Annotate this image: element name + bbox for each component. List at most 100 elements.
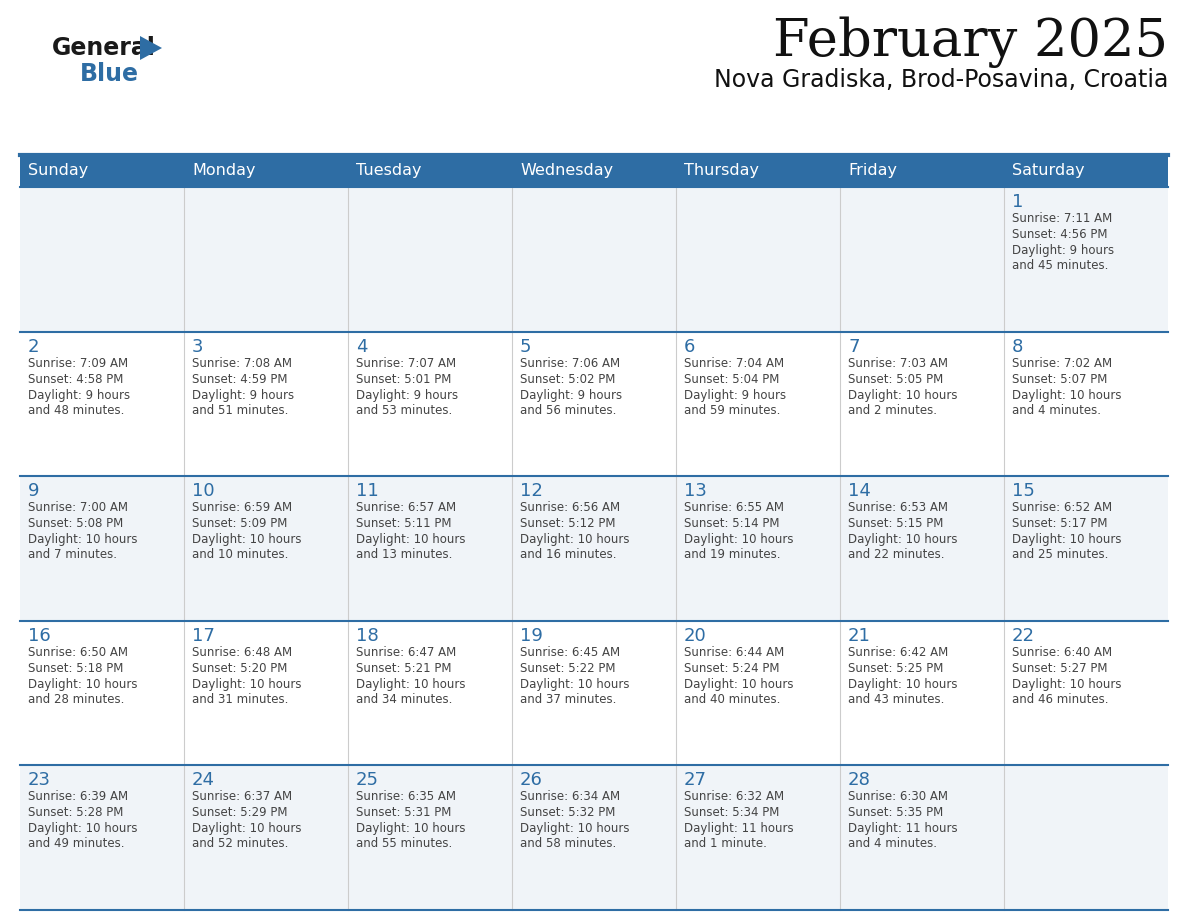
Bar <box>20 331 1168 476</box>
Bar <box>20 621 1168 766</box>
Text: Daylight: 10 hours
and 25 minutes.: Daylight: 10 hours and 25 minutes. <box>1012 533 1121 561</box>
Text: Sunset: 5:05 PM: Sunset: 5:05 PM <box>848 373 943 386</box>
Text: 14: 14 <box>848 482 871 500</box>
Text: Sunrise: 7:11 AM: Sunrise: 7:11 AM <box>1012 212 1112 225</box>
Text: Sunrise: 6:57 AM: Sunrise: 6:57 AM <box>356 501 456 514</box>
Text: Daylight: 10 hours
and 2 minutes.: Daylight: 10 hours and 2 minutes. <box>848 388 958 417</box>
Text: Sunset: 5:09 PM: Sunset: 5:09 PM <box>192 517 287 531</box>
Text: Sunrise: 7:04 AM: Sunrise: 7:04 AM <box>684 356 784 370</box>
Text: Sunset: 5:20 PM: Sunset: 5:20 PM <box>192 662 287 675</box>
Text: Tuesday: Tuesday <box>356 163 422 178</box>
Text: Daylight: 11 hours
and 4 minutes.: Daylight: 11 hours and 4 minutes. <box>848 823 958 850</box>
Text: Sunrise: 6:55 AM: Sunrise: 6:55 AM <box>684 501 784 514</box>
Text: Daylight: 10 hours
and 40 minutes.: Daylight: 10 hours and 40 minutes. <box>684 677 794 706</box>
Text: Daylight: 11 hours
and 1 minute.: Daylight: 11 hours and 1 minute. <box>684 823 794 850</box>
Text: Sunset: 4:59 PM: Sunset: 4:59 PM <box>192 373 287 386</box>
Text: General: General <box>52 36 156 60</box>
Text: Daylight: 10 hours
and 37 minutes.: Daylight: 10 hours and 37 minutes. <box>520 677 630 706</box>
Bar <box>20 187 1168 331</box>
Text: Sunset: 5:28 PM: Sunset: 5:28 PM <box>29 806 124 820</box>
Text: 7: 7 <box>848 338 859 355</box>
Text: Sunset: 5:12 PM: Sunset: 5:12 PM <box>520 517 615 531</box>
Bar <box>20 476 1168 621</box>
Text: Sunset: 5:21 PM: Sunset: 5:21 PM <box>356 662 451 675</box>
Text: Sunrise: 6:52 AM: Sunrise: 6:52 AM <box>1012 501 1112 514</box>
Text: 1: 1 <box>1012 193 1023 211</box>
Text: Daylight: 10 hours
and 28 minutes.: Daylight: 10 hours and 28 minutes. <box>29 677 138 706</box>
Text: Sunset: 5:18 PM: Sunset: 5:18 PM <box>29 662 124 675</box>
Text: Daylight: 10 hours
and 31 minutes.: Daylight: 10 hours and 31 minutes. <box>192 677 302 706</box>
Text: Sunset: 5:29 PM: Sunset: 5:29 PM <box>192 806 287 820</box>
Text: Thursday: Thursday <box>684 163 759 178</box>
Text: Sunrise: 6:34 AM: Sunrise: 6:34 AM <box>520 790 620 803</box>
Text: Daylight: 10 hours
and 16 minutes.: Daylight: 10 hours and 16 minutes. <box>520 533 630 561</box>
Text: Daylight: 10 hours
and 4 minutes.: Daylight: 10 hours and 4 minutes. <box>1012 388 1121 417</box>
Text: 8: 8 <box>1012 338 1023 355</box>
Text: Sunrise: 6:45 AM: Sunrise: 6:45 AM <box>520 645 620 659</box>
Text: Sunrise: 6:47 AM: Sunrise: 6:47 AM <box>356 645 456 659</box>
Text: Sunset: 5:14 PM: Sunset: 5:14 PM <box>684 517 779 531</box>
Text: Wednesday: Wednesday <box>520 163 613 178</box>
Text: 2: 2 <box>29 338 39 355</box>
Text: Sunrise: 7:06 AM: Sunrise: 7:06 AM <box>520 356 620 370</box>
Text: Sunset: 5:08 PM: Sunset: 5:08 PM <box>29 517 124 531</box>
Text: Daylight: 9 hours
and 56 minutes.: Daylight: 9 hours and 56 minutes. <box>520 388 623 417</box>
Text: Daylight: 9 hours
and 45 minutes.: Daylight: 9 hours and 45 minutes. <box>1012 244 1114 272</box>
Text: 21: 21 <box>848 627 871 644</box>
Text: Sunset: 5:17 PM: Sunset: 5:17 PM <box>1012 517 1107 531</box>
Polygon shape <box>140 36 162 60</box>
Text: Sunset: 5:34 PM: Sunset: 5:34 PM <box>684 806 779 820</box>
Text: 5: 5 <box>520 338 531 355</box>
Text: Sunrise: 6:59 AM: Sunrise: 6:59 AM <box>192 501 292 514</box>
Text: 20: 20 <box>684 627 707 644</box>
Text: Daylight: 10 hours
and 22 minutes.: Daylight: 10 hours and 22 minutes. <box>848 533 958 561</box>
Text: Sunset: 5:32 PM: Sunset: 5:32 PM <box>520 806 615 820</box>
Text: 15: 15 <box>1012 482 1035 500</box>
Text: Daylight: 10 hours
and 7 minutes.: Daylight: 10 hours and 7 minutes. <box>29 533 138 561</box>
Text: 28: 28 <box>848 771 871 789</box>
Text: Sunset: 5:27 PM: Sunset: 5:27 PM <box>1012 662 1107 675</box>
Text: Daylight: 10 hours
and 58 minutes.: Daylight: 10 hours and 58 minutes. <box>520 823 630 850</box>
Text: 27: 27 <box>684 771 707 789</box>
Text: 9: 9 <box>29 482 39 500</box>
Text: Sunrise: 6:32 AM: Sunrise: 6:32 AM <box>684 790 784 803</box>
Text: Daylight: 10 hours
and 13 minutes.: Daylight: 10 hours and 13 minutes. <box>356 533 466 561</box>
Text: Sunrise: 6:56 AM: Sunrise: 6:56 AM <box>520 501 620 514</box>
Text: Sunrise: 7:09 AM: Sunrise: 7:09 AM <box>29 356 128 370</box>
Text: Sunset: 4:56 PM: Sunset: 4:56 PM <box>1012 228 1107 241</box>
Text: Sunrise: 6:53 AM: Sunrise: 6:53 AM <box>848 501 948 514</box>
Text: Daylight: 10 hours
and 55 minutes.: Daylight: 10 hours and 55 minutes. <box>356 823 466 850</box>
Text: 26: 26 <box>520 771 543 789</box>
Text: Sunrise: 7:07 AM: Sunrise: 7:07 AM <box>356 356 456 370</box>
Text: Sunset: 5:15 PM: Sunset: 5:15 PM <box>848 517 943 531</box>
Text: Sunset: 5:02 PM: Sunset: 5:02 PM <box>520 373 615 386</box>
Text: Monday: Monday <box>192 163 255 178</box>
Text: Friday: Friday <box>848 163 897 178</box>
Text: Sunset: 5:24 PM: Sunset: 5:24 PM <box>684 662 779 675</box>
Text: Sunrise: 6:48 AM: Sunrise: 6:48 AM <box>192 645 292 659</box>
Text: Sunrise: 6:44 AM: Sunrise: 6:44 AM <box>684 645 784 659</box>
Text: Sunrise: 6:35 AM: Sunrise: 6:35 AM <box>356 790 456 803</box>
Text: Sunday: Sunday <box>29 163 88 178</box>
Text: 3: 3 <box>192 338 203 355</box>
Text: Sunset: 5:25 PM: Sunset: 5:25 PM <box>848 662 943 675</box>
Text: Sunrise: 7:02 AM: Sunrise: 7:02 AM <box>1012 356 1112 370</box>
Bar <box>20 766 1168 910</box>
Text: 11: 11 <box>356 482 379 500</box>
Text: 23: 23 <box>29 771 51 789</box>
Text: 16: 16 <box>29 627 51 644</box>
Text: Daylight: 9 hours
and 51 minutes.: Daylight: 9 hours and 51 minutes. <box>192 388 295 417</box>
Text: 25: 25 <box>356 771 379 789</box>
Text: 6: 6 <box>684 338 695 355</box>
Text: Daylight: 10 hours
and 10 minutes.: Daylight: 10 hours and 10 minutes. <box>192 533 302 561</box>
Text: Sunrise: 6:42 AM: Sunrise: 6:42 AM <box>848 645 948 659</box>
Text: 18: 18 <box>356 627 379 644</box>
Text: Daylight: 10 hours
and 52 minutes.: Daylight: 10 hours and 52 minutes. <box>192 823 302 850</box>
Text: Sunrise: 6:50 AM: Sunrise: 6:50 AM <box>29 645 128 659</box>
Text: 24: 24 <box>192 771 215 789</box>
Text: Daylight: 9 hours
and 53 minutes.: Daylight: 9 hours and 53 minutes. <box>356 388 459 417</box>
Text: Sunrise: 6:40 AM: Sunrise: 6:40 AM <box>1012 645 1112 659</box>
Text: Sunset: 5:04 PM: Sunset: 5:04 PM <box>684 373 779 386</box>
Text: Sunrise: 6:39 AM: Sunrise: 6:39 AM <box>29 790 128 803</box>
Text: Sunset: 5:22 PM: Sunset: 5:22 PM <box>520 662 615 675</box>
